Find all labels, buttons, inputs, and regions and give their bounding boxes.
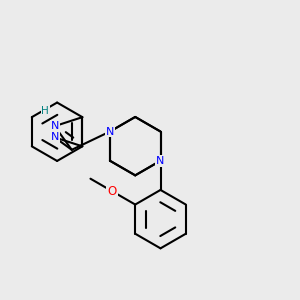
Text: N: N bbox=[106, 127, 114, 136]
Text: H: H bbox=[41, 106, 49, 116]
Text: N: N bbox=[156, 156, 165, 166]
Text: N: N bbox=[50, 121, 59, 131]
Text: N: N bbox=[50, 132, 59, 142]
Text: O: O bbox=[107, 184, 117, 198]
